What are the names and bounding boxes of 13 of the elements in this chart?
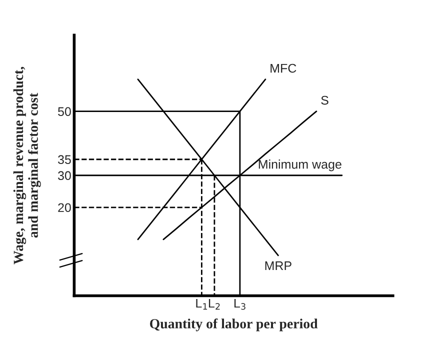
series-label: MRP xyxy=(265,261,292,270)
x-tick-label: L$_{1}$ xyxy=(196,298,208,310)
y-tick-label: 20 xyxy=(58,203,71,212)
series-label: Minimum wage xyxy=(258,160,342,172)
x-tick-label: L$_{2}$ xyxy=(208,298,220,310)
x-tick-label: L$_{3}$ xyxy=(234,298,246,310)
y-tick-label: 35 xyxy=(58,155,71,164)
series-label: MFC xyxy=(270,64,296,73)
y-tick-label: 30 xyxy=(58,171,71,180)
y-tick-label: 50 xyxy=(58,107,71,116)
y-axis-title: Wage, marginal revenue product, and marginal factor cost xyxy=(13,66,41,264)
series-label: S xyxy=(321,96,328,105)
x-axis-title: Quantity of labor per period xyxy=(150,318,318,332)
